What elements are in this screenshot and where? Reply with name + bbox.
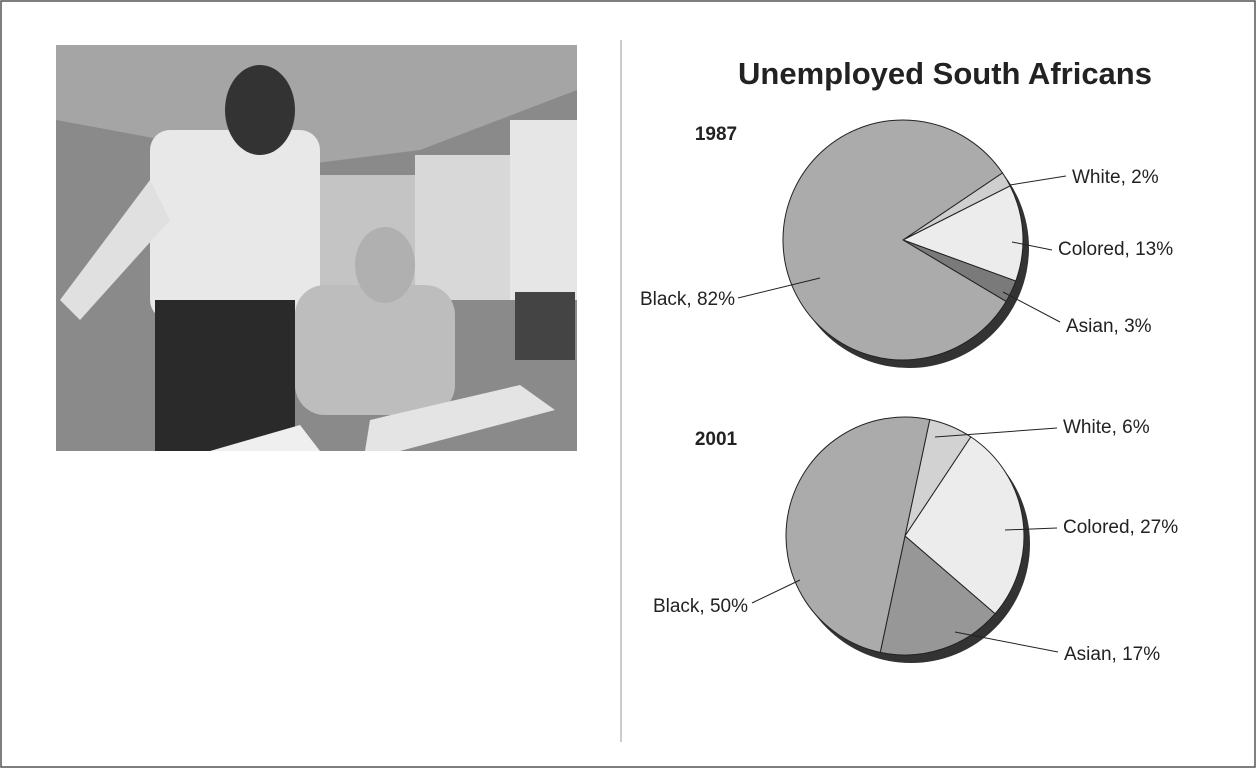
leader-line [1002, 291, 1061, 323]
pie-slice [785, 416, 931, 653]
title: Unemployed South Africans [738, 56, 1152, 91]
leader-line [737, 277, 821, 299]
photo-arm [60, 180, 170, 320]
leader-line [934, 427, 1058, 438]
slice-label: Colored, 13% [1058, 239, 1173, 260]
photo-curtain [510, 120, 577, 300]
pie-title: 1987 [695, 124, 737, 145]
leader-line [751, 579, 801, 604]
pie-slice [879, 535, 996, 656]
photo-seated-man [295, 285, 455, 415]
slice-label: Black, 82% [640, 289, 735, 310]
leader-line [1009, 175, 1067, 186]
pie-title: 2001 [695, 429, 738, 450]
photo-keyboard [365, 385, 555, 451]
photo-standing-man-trousers [155, 300, 295, 451]
photo-monitor [515, 292, 575, 360]
slice-label: Black, 50% [653, 596, 748, 617]
leader-line [954, 631, 1059, 653]
leader-line [1004, 527, 1058, 531]
leader-line [1011, 241, 1053, 251]
photo-seated-man-head [355, 227, 415, 303]
pie-slice [782, 119, 1007, 361]
slice-label: White, 6% [1063, 417, 1150, 438]
photo-papers [210, 425, 320, 451]
slice-label: Colored, 27% [1063, 517, 1178, 538]
slice-label: Asian, 3% [1066, 316, 1152, 337]
slice-label: White, 2% [1072, 167, 1159, 188]
photo-standing-man-head [225, 65, 295, 155]
photo [56, 45, 577, 451]
photo-standing-man-shirt [150, 130, 320, 320]
pie-slice [901, 185, 1024, 282]
pie-slice [904, 436, 1025, 615]
photo-window [415, 155, 510, 300]
slice-label: Asian, 17% [1064, 644, 1160, 665]
